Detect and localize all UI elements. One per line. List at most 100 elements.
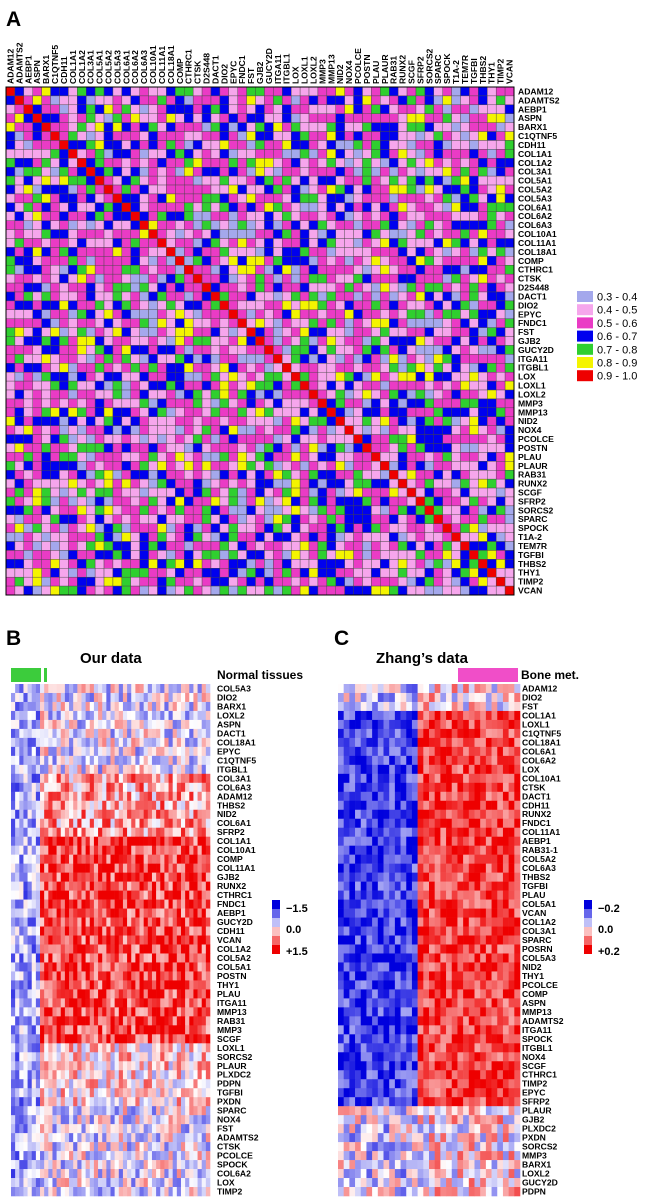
- corr-cell: [175, 104, 185, 114]
- corr-cell: [210, 452, 221, 462]
- corr-cell: [112, 122, 123, 132]
- corr-cell: [103, 309, 114, 319]
- heat-cell: [110, 890, 115, 900]
- corr-cell: [184, 523, 194, 533]
- corr-cell: [335, 541, 345, 551]
- corr-cell: [495, 478, 506, 489]
- heat-cell: [52, 692, 57, 703]
- corr-cell: [362, 113, 372, 123]
- corr-cell: [103, 140, 114, 150]
- heat-cell: [168, 737, 173, 748]
- heat-cell: [106, 773, 111, 784]
- corr-cell: [433, 363, 443, 373]
- heat-cell: [193, 971, 198, 981]
- column-label: ADAM12: [5, 48, 15, 84]
- corr-cell: [299, 407, 310, 417]
- corr-cell: [139, 407, 149, 417]
- heat-cell: [19, 818, 24, 829]
- corr-cell: [282, 371, 292, 382]
- heat-cell: [81, 737, 86, 748]
- corr-cell: [112, 398, 123, 409]
- corr-cell: [380, 336, 390, 346]
- heat-cell: [69, 684, 74, 694]
- corr-cell: [487, 541, 497, 551]
- corr-cell: [103, 193, 114, 204]
- heat-cell: [19, 701, 24, 712]
- heat-cell: [110, 791, 115, 802]
- corr-cell: [59, 478, 69, 489]
- corr-cell: [77, 354, 87, 364]
- heat-cell: [40, 845, 45, 855]
- panel-a-legend: 0.3 - 0.40.4 - 0.50.5 - 0.60.6 - 0.70.7 …: [577, 291, 637, 383]
- corr-cell: [23, 229, 33, 239]
- heat-cell: [205, 971, 211, 981]
- corr-cell: [460, 300, 470, 311]
- corr-cell: [192, 202, 203, 212]
- corr-cell: [290, 470, 301, 480]
- heat-cell: [135, 764, 140, 775]
- heat-cell: [64, 890, 70, 900]
- corr-cell: [317, 434, 328, 444]
- heat-cell: [110, 944, 115, 954]
- corr-cell: [406, 354, 417, 364]
- heat-cell: [81, 980, 86, 990]
- corr-cell: [290, 273, 301, 284]
- corr-cell: [317, 104, 328, 114]
- corr-cell: [308, 86, 319, 97]
- heat-cell: [160, 719, 165, 730]
- corr-cell: [94, 327, 105, 337]
- corr-cell: [264, 327, 274, 337]
- heat-cell: [77, 971, 82, 981]
- heat-cell: [110, 854, 115, 864]
- corr-cell: [157, 282, 167, 293]
- heat-cell: [143, 935, 149, 945]
- legend-swatch: [577, 304, 593, 316]
- heat-cell: [31, 845, 37, 855]
- heat-cell: [98, 872, 103, 882]
- heat-cell: [56, 944, 62, 954]
- corr-cell: [424, 167, 434, 177]
- corr-cell: [299, 345, 310, 355]
- heat-cell: [160, 818, 165, 829]
- corr-cell: [148, 434, 158, 444]
- heat-cell: [147, 872, 153, 882]
- heat-cell: [110, 773, 115, 784]
- corr-cell: [184, 371, 194, 382]
- corr-cell: [317, 238, 328, 248]
- heat-cell: [197, 782, 203, 793]
- heat-cell: [98, 728, 103, 739]
- corr-cell: [23, 363, 33, 373]
- corr-cell: [14, 389, 25, 400]
- corr-cell: [451, 309, 461, 319]
- corr-cell: [460, 113, 470, 123]
- heat-cell: [35, 719, 41, 730]
- row-label: DACT1: [518, 291, 547, 301]
- corr-cell: [326, 371, 336, 382]
- corr-cell: [451, 158, 461, 168]
- heat-cell: [85, 791, 91, 802]
- column-label: SFRP2: [415, 56, 425, 84]
- corr-cell: [469, 505, 479, 515]
- corr-cell: [59, 505, 69, 515]
- heat-cell: [110, 953, 115, 963]
- corr-cell: [264, 380, 274, 391]
- corr-cell: [397, 131, 408, 141]
- corr-cell: [273, 282, 283, 293]
- corr-cell: [157, 389, 167, 400]
- heat-cell: [64, 854, 70, 864]
- heat-cell: [69, 791, 74, 802]
- column-label: COL6A2: [130, 50, 140, 84]
- corr-cell: [353, 470, 363, 480]
- corr-cell: [495, 211, 506, 221]
- corr-cell: [460, 434, 470, 444]
- corr-cell: [442, 585, 452, 596]
- corr-cell: [139, 416, 149, 426]
- heat-cell: [73, 684, 78, 694]
- corr-cell: [246, 193, 256, 204]
- corr-cell: [94, 247, 105, 257]
- heat-cell: [35, 836, 41, 846]
- corr-cell: [460, 550, 470, 560]
- corr-cell: [273, 407, 283, 417]
- heat-cell: [164, 746, 169, 757]
- corr-cell: [290, 300, 301, 311]
